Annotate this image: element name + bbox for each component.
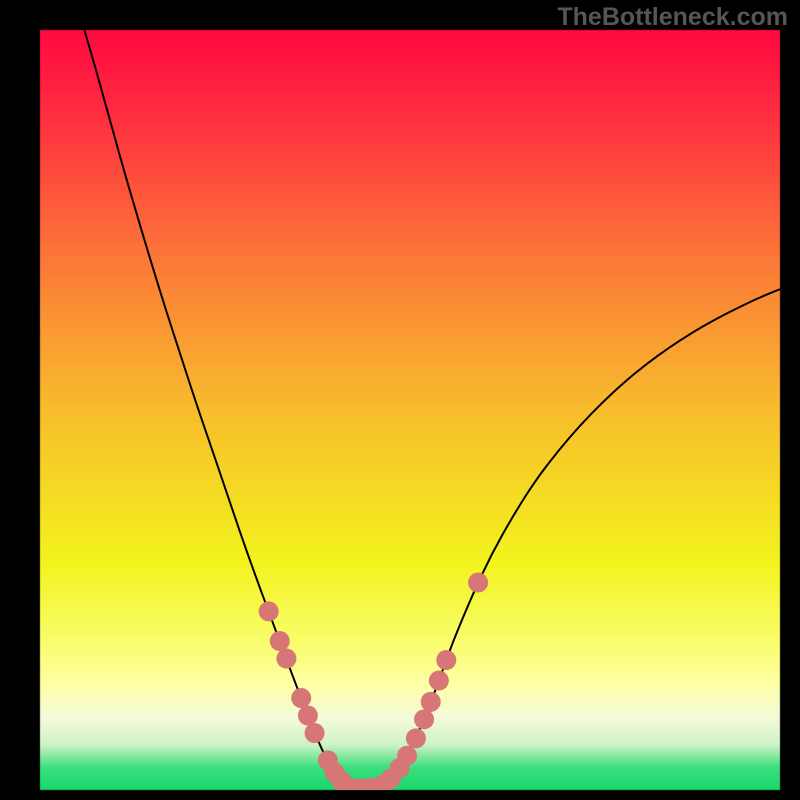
watermark-text: TheBottleneck.com: [557, 3, 788, 32]
gradient-background: [0, 0, 800, 800]
chart-container: TheBottleneck.com: [0, 0, 800, 800]
